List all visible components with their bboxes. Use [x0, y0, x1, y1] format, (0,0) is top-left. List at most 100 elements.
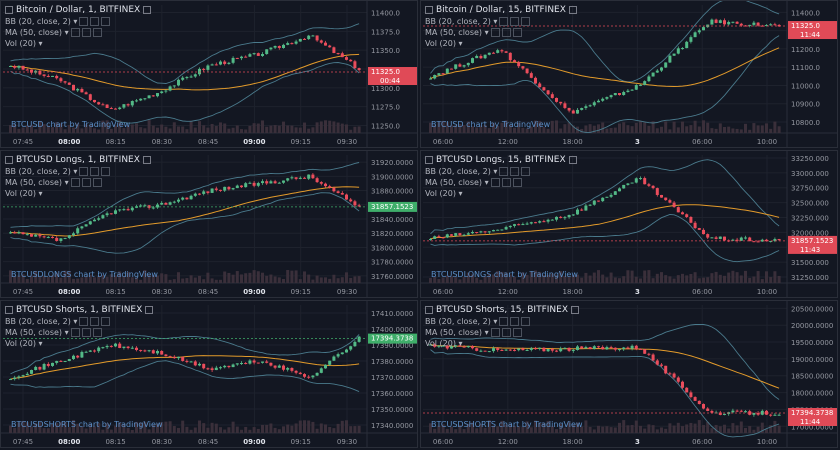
settings-icon[interactable]: [501, 178, 511, 187]
settings-square-icon[interactable]: [143, 5, 152, 14]
chart-panel[interactable]: 20500.0000 20000.0000 19500.0000 19000.0000…: [420, 300, 838, 448]
indicator-ma[interactable]: MA (50, close) ▾: [5, 327, 156, 338]
settings-icon[interactable]: [90, 167, 100, 176]
dropdown-icon[interactable]: ▾: [493, 17, 498, 26]
close-icon[interactable]: [512, 28, 522, 37]
menu-square-icon[interactable]: [425, 155, 433, 164]
indicator-vol[interactable]: Vol (20) ▾: [5, 38, 154, 49]
close-icon[interactable]: [521, 17, 531, 26]
indicator-ma[interactable]: MA (50, close) ▾: [5, 27, 154, 38]
dropdown-icon[interactable]: ▾: [38, 189, 43, 198]
eye-icon[interactable]: [79, 167, 89, 176]
dropdown-icon[interactable]: ▾: [458, 39, 463, 48]
dropdown-icon[interactable]: ▾: [38, 339, 43, 348]
watermark[interactable]: BTCUSD chart by TradingView: [431, 120, 551, 129]
eye-icon[interactable]: [490, 28, 500, 37]
chart-title[interactable]: BTCUSD Shorts, 1, BITFINEX: [5, 305, 156, 316]
dropdown-icon[interactable]: ▾: [493, 167, 498, 176]
dropdown-icon[interactable]: ▾: [64, 178, 69, 187]
dropdown-icon[interactable]: ▾: [484, 178, 489, 187]
dropdown-icon[interactable]: ▾: [458, 339, 463, 348]
indicator-bb[interactable]: BB (20, close, 2) ▾: [5, 316, 156, 327]
close-icon[interactable]: [92, 178, 102, 187]
settings-square-icon[interactable]: [568, 5, 577, 14]
indicator-ma[interactable]: MA (50, close) ▾: [425, 327, 582, 338]
indicator-vol[interactable]: Vol (20) ▾: [5, 338, 156, 349]
close-icon[interactable]: [521, 317, 531, 326]
indicator-vol[interactable]: Vol (20) ▾: [425, 188, 580, 199]
dropdown-icon[interactable]: ▾: [458, 189, 463, 198]
chart-panel[interactable]: 31920.000031900.000031880.000031860.0000…: [0, 150, 418, 298]
menu-square-icon[interactable]: [5, 155, 13, 164]
dropdown-icon[interactable]: ▾: [484, 328, 489, 337]
dropdown-icon[interactable]: ▾: [73, 17, 78, 26]
dropdown-icon[interactable]: ▾: [64, 328, 69, 337]
chart-title[interactable]: Bitcoin / Dollar, 15, BITFINEX: [425, 5, 580, 16]
eye-icon[interactable]: [70, 28, 80, 37]
close-icon[interactable]: [512, 178, 522, 187]
menu-square-icon[interactable]: [425, 305, 433, 314]
chart-panel[interactable]: 17410.0000 17400.0000 17390.0000 17380.0000…: [0, 300, 418, 448]
menu-square-icon[interactable]: [425, 5, 433, 14]
settings-square-icon[interactable]: [570, 305, 579, 314]
indicator-ma[interactable]: MA (50, close) ▾: [425, 27, 580, 38]
close-icon[interactable]: [512, 328, 522, 337]
eye-icon[interactable]: [499, 17, 509, 26]
eye-icon[interactable]: [499, 317, 509, 326]
settings-icon[interactable]: [510, 317, 520, 326]
eye-icon[interactable]: [79, 317, 89, 326]
close-icon[interactable]: [101, 317, 111, 326]
settings-icon[interactable]: [510, 167, 520, 176]
dropdown-icon[interactable]: ▾: [38, 39, 43, 48]
eye-icon[interactable]: [79, 17, 89, 26]
watermark[interactable]: BTCUSD chart by TradingView: [11, 120, 131, 129]
indicator-bb[interactable]: BB (20, close, 2) ▾: [5, 16, 154, 27]
dropdown-icon[interactable]: ▾: [64, 28, 69, 37]
settings-icon[interactable]: [81, 28, 91, 37]
menu-square-icon[interactable]: [5, 5, 13, 14]
chart-title[interactable]: BTCUSD Longs, 15, BITFINEX: [425, 155, 580, 166]
watermark[interactable]: BTCUSDSHORTS chart by TradingView: [431, 420, 583, 429]
settings-square-icon[interactable]: [142, 155, 151, 164]
eye-icon[interactable]: [499, 167, 509, 176]
dropdown-icon[interactable]: ▾: [73, 317, 78, 326]
chart-title[interactable]: Bitcoin / Dollar, 1, BITFINEX: [5, 5, 154, 16]
close-icon[interactable]: [521, 167, 531, 176]
indicator-vol[interactable]: Vol (20) ▾: [425, 338, 582, 349]
close-icon[interactable]: [101, 167, 111, 176]
close-icon[interactable]: [101, 17, 111, 26]
settings-icon[interactable]: [81, 328, 91, 337]
eye-icon[interactable]: [490, 178, 500, 187]
indicator-ma[interactable]: MA (50, close) ▾: [425, 177, 580, 188]
settings-icon[interactable]: [90, 17, 100, 26]
dropdown-icon[interactable]: ▾: [484, 28, 489, 37]
dropdown-icon[interactable]: ▾: [73, 167, 78, 176]
indicator-bb[interactable]: BB (20, close, 2) ▾: [425, 316, 582, 327]
watermark[interactable]: BTCUSDSHORTS chart by TradingView: [11, 420, 163, 429]
menu-square-icon[interactable]: [5, 305, 13, 314]
eye-icon[interactable]: [70, 178, 80, 187]
indicator-vol[interactable]: Vol (20) ▾: [425, 38, 580, 49]
settings-square-icon[interactable]: [145, 305, 154, 314]
indicator-ma[interactable]: MA (50, close) ▾: [5, 177, 154, 188]
indicator-bb[interactable]: BB (20, close, 2) ▾: [425, 166, 580, 177]
dropdown-icon[interactable]: ▾: [493, 317, 498, 326]
chart-panel[interactable]: 11400.0 11375.0 11350.0 11325.0 11300.0 11275…: [0, 0, 418, 148]
settings-icon[interactable]: [90, 317, 100, 326]
chart-panel[interactable]: 33250.000 33000.000 32750.000 32500.000 3225…: [420, 150, 838, 298]
indicator-bb[interactable]: BB (20, close, 2) ▾: [425, 16, 580, 27]
settings-icon[interactable]: [501, 28, 511, 37]
close-icon[interactable]: [92, 28, 102, 37]
settings-icon[interactable]: [501, 328, 511, 337]
chart-title[interactable]: BTCUSD Shorts, 15, BITFINEX: [425, 305, 582, 316]
eye-icon[interactable]: [490, 328, 500, 337]
indicator-vol[interactable]: Vol (20) ▾: [5, 188, 154, 199]
chart-panel[interactable]: 11400.011300.011200.011100.011000.010900…: [420, 0, 838, 148]
eye-icon[interactable]: [70, 328, 80, 337]
settings-icon[interactable]: [81, 178, 91, 187]
chart-title[interactable]: BTCUSD Longs, 1, BITFINEX: [5, 155, 154, 166]
watermark[interactable]: BTCUSDLONGS chart by TradingView: [11, 270, 158, 279]
indicator-bb[interactable]: BB (20, close, 2) ▾: [5, 166, 154, 177]
settings-square-icon[interactable]: [568, 155, 577, 164]
close-icon[interactable]: [92, 328, 102, 337]
